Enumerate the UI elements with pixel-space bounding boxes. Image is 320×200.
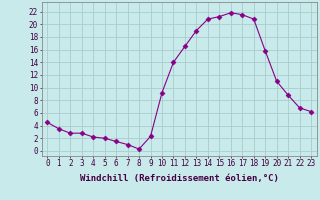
X-axis label: Windchill (Refroidissement éolien,°C): Windchill (Refroidissement éolien,°C) [80,174,279,183]
